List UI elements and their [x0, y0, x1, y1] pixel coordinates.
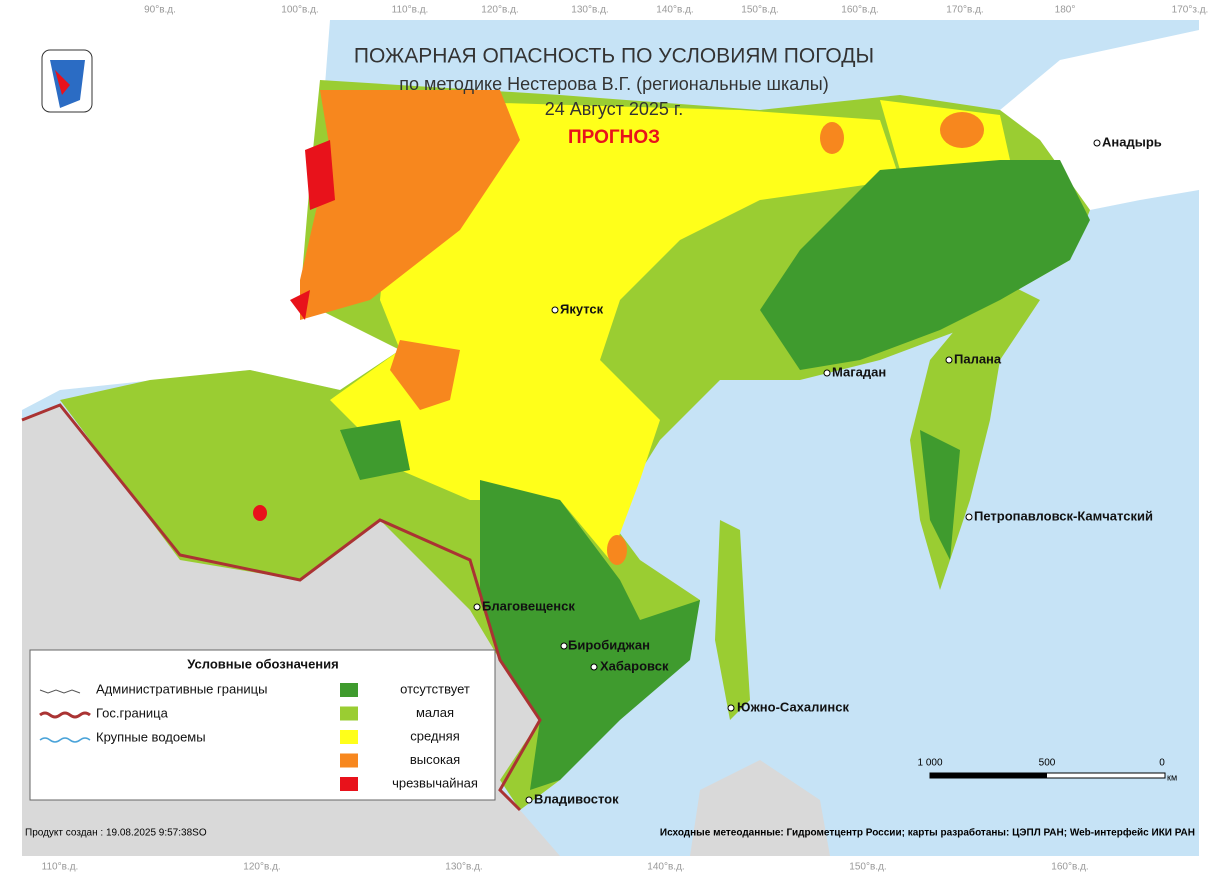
header: ПОЖАРНАЯ ОПАСНОСТЬ ПО УСЛОВИЯМ ПОГОДЫ по…	[354, 45, 874, 148]
legend-class: чрезвычайная	[392, 775, 478, 790]
graticule-label: 150°в.д.	[741, 5, 778, 16]
zone	[820, 122, 844, 154]
zone	[253, 505, 267, 521]
cities: Анадырь Якутск Магадан Палана Петропавло…	[473, 134, 1162, 806]
forecast: ПРОГНОЗ	[568, 127, 660, 148]
legend-swatch	[340, 706, 358, 721]
legend-title: Условные обозначения	[187, 656, 338, 671]
graticule-label: 110°в.д.	[392, 5, 429, 16]
city: Владивосток	[534, 791, 619, 806]
city: Биробиджан	[568, 637, 650, 652]
legend-line	[39, 689, 81, 694]
legend-item: Крупные водоемы	[96, 729, 206, 744]
graticule-label: 170°в.д.	[946, 5, 983, 16]
graticule-label: 130°в.д.	[445, 862, 482, 873]
graticule-label: 160°в.д.	[841, 5, 878, 16]
scale-unit: км	[1167, 772, 1177, 782]
land-outside	[1000, 30, 1199, 210]
graticule-label: 120°в.д.	[243, 862, 280, 873]
zone	[940, 112, 984, 148]
legend-item: Гос.граница	[96, 705, 169, 720]
title: ПОЖАРНАЯ ОПАСНОСТЬ ПО УСЛОВИЯМ ПОГОДЫ	[354, 45, 874, 68]
zone	[340, 420, 410, 480]
graticule-label: 120°в.д.	[481, 5, 518, 16]
zone	[715, 520, 750, 720]
logo	[41, 49, 93, 113]
graticule-label: 170°з.д.	[1172, 5, 1209, 16]
zone	[305, 140, 335, 210]
credits: Исходные метеоданные: Гидрометцентр Росс…	[660, 827, 1195, 839]
legend-class: средняя	[410, 728, 460, 743]
zone	[760, 160, 1090, 370]
city: Петропавловск-Камчатский	[974, 508, 1153, 523]
zone	[607, 535, 627, 565]
scale-label: 0	[1159, 758, 1165, 769]
legend: Условные обозначения Административные гр…	[29, 649, 496, 801]
graticule-labels: 90°в.д. 100°в.д. 110°в.д. 120°в.д. 130°в.д. 1…	[42, 5, 1209, 873]
created: Продукт создан : 19.08.2025 9:57:38SO	[25, 828, 207, 839]
legend-line	[39, 737, 91, 743]
date: 24 Август 2025 г.	[545, 99, 684, 119]
city: Якутск	[560, 301, 604, 316]
legend-swatch	[340, 753, 358, 768]
city: Благовещенск	[482, 598, 575, 613]
legend-swatch	[340, 730, 358, 744]
graticule-label: 130°в.д.	[571, 5, 608, 16]
legend-item: Административные границы	[96, 681, 267, 696]
graticule-label: 140°в.д.	[656, 5, 693, 16]
city: Анадырь	[1102, 134, 1162, 149]
city: Магадан	[832, 364, 886, 379]
graticule-label: 160°в.д.	[1051, 862, 1088, 873]
graticule-label: 110°в.д.	[42, 862, 79, 873]
scale-bar: 1 000 500 0 км	[917, 758, 1177, 783]
zone	[300, 90, 520, 320]
hazard-zones	[60, 80, 1090, 810]
legend-class: высокая	[410, 752, 460, 767]
city: Палана	[954, 351, 1002, 366]
zone	[920, 430, 960, 560]
graticule-label: 90°в.д.	[144, 5, 176, 16]
foreign-land	[690, 760, 830, 856]
legend-class: малая	[416, 705, 454, 720]
city: Хабаровск	[600, 658, 669, 673]
city: Южно-Сахалинск	[737, 699, 849, 714]
scale-label: 500	[1039, 758, 1056, 769]
legend-line	[39, 711, 91, 719]
legend-box	[29, 649, 496, 801]
graticule-label: 140°в.д.	[647, 862, 684, 873]
graticule-label: 150°в.д.	[849, 862, 886, 873]
legend-class: отсутствует	[400, 681, 470, 696]
legend-swatch	[340, 777, 358, 791]
graticule-label: 180°	[1055, 5, 1076, 16]
zone	[290, 290, 310, 320]
subtitle: по методике Нестерова В.Г. (региональные…	[399, 74, 828, 94]
state-border	[21, 403, 542, 812]
zone	[330, 100, 900, 560]
graticule-label: 100°в.д.	[281, 5, 318, 16]
scale-label: 1 000	[917, 758, 942, 769]
legend-swatch	[340, 683, 358, 697]
zone	[390, 340, 460, 410]
